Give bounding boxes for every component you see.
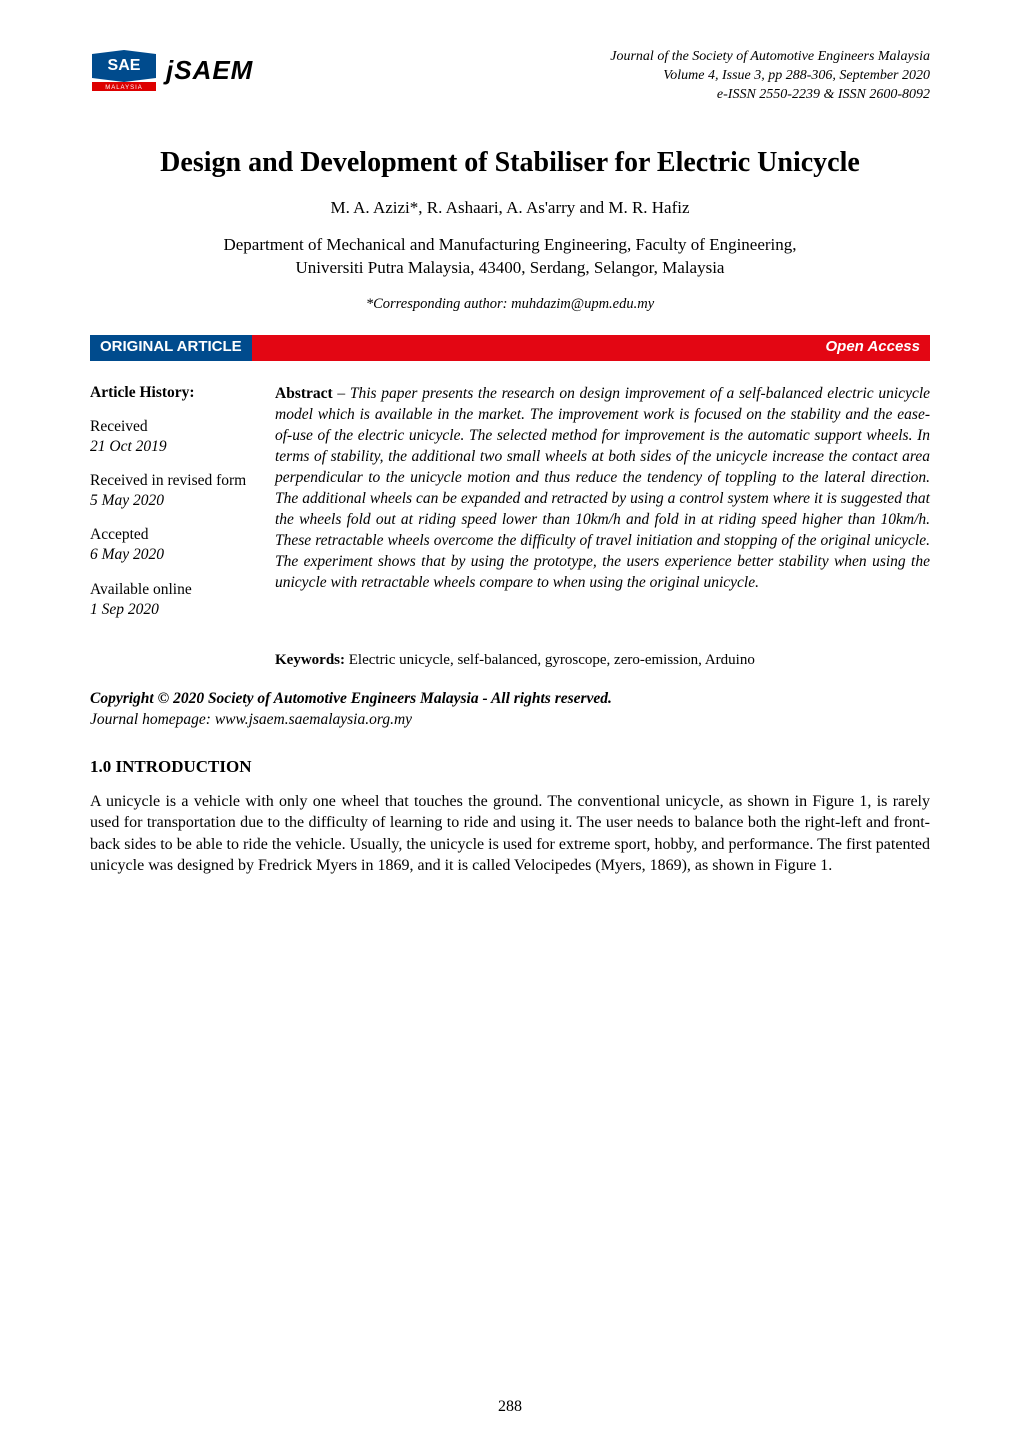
keywords-line: Keywords: Electric unicycle, self-balanc…	[275, 652, 930, 669]
abstract-label: Abstract	[275, 385, 333, 402]
affiliation-line-2: Universiti Putra Malaysia, 43400, Serdan…	[296, 258, 725, 277]
article-type-label: ORIGINAL ARTICLE	[90, 335, 252, 361]
history-date: 6 May 2020	[90, 545, 255, 565]
sae-logo-icon: SAE MALAYSIA	[90, 48, 158, 92]
page-header: SAE MALAYSIA jSAEM Journal of the Societ…	[90, 48, 930, 105]
history-item-received: Received 21 Oct 2019	[90, 417, 255, 457]
article-type-stripe: ORIGINAL ARTICLE Open Access	[90, 335, 930, 361]
journal-name: Journal of the Society of Automotive Eng…	[610, 48, 930, 67]
svg-text:SAE: SAE	[108, 57, 141, 74]
paper-title: Design and Development of Stabiliser for…	[90, 145, 930, 180]
authors-line: M. A. Azizi*, R. Ashaari, A. As'arry and…	[90, 198, 930, 218]
journal-meta: Journal of the Society of Automotive Eng…	[610, 48, 930, 105]
open-access-label: Open Access	[252, 335, 930, 361]
history-date: 21 Oct 2019	[90, 437, 255, 457]
journal-issue: Volume 4, Issue 3, pp 288-306, September…	[610, 67, 930, 86]
history-label: Received in revised form	[90, 471, 255, 491]
intro-paragraph: A unicycle is a vehicle with only one wh…	[90, 791, 930, 877]
journal-issn: e-ISSN 2550-2239 & ISSN 2600-8092	[610, 86, 930, 105]
affiliation: Department of Mechanical and Manufacturi…	[90, 234, 930, 280]
history-date: 5 May 2020	[90, 491, 255, 511]
history-item-accepted: Accepted 6 May 2020	[90, 525, 255, 565]
keywords-label: Keywords:	[275, 652, 345, 668]
history-date: 1 Sep 2020	[90, 600, 255, 620]
history-label: Received	[90, 417, 255, 437]
history-item-revised: Received in revised form 5 May 2020	[90, 471, 255, 511]
corresponding-author: *Corresponding author: muhdazim@upm.edu.…	[90, 296, 930, 313]
malaysia-bar-text: MALAYSIA	[105, 85, 143, 91]
keywords-text: Electric unicycle, self-balanced, gyrosc…	[345, 652, 755, 668]
jsaem-logo-text: jSAEM	[166, 55, 253, 86]
copyright-block: Copyright © 2020 Society of Automotive E…	[90, 689, 930, 731]
page-number: 288	[0, 1398, 1020, 1416]
affiliation-line-1: Department of Mechanical and Manufacturi…	[223, 235, 796, 254]
history-heading: Article History:	[90, 383, 255, 403]
abstract-text: This paper presents the research on desi…	[275, 385, 930, 592]
history-label: Available online	[90, 580, 255, 600]
history-abstract-row: Article History: Received 21 Oct 2019 Re…	[90, 383, 930, 634]
section-heading-intro: 1.0 INTRODUCTION	[90, 757, 930, 777]
abstract-block: Abstract – This paper presents the resea…	[275, 383, 930, 634]
article-history: Article History: Received 21 Oct 2019 Re…	[90, 383, 255, 634]
abstract-dash: –	[333, 385, 350, 402]
journal-homepage: Journal homepage: www.jsaem.saemalaysia.…	[90, 711, 412, 728]
copyright-bold: Copyright © 2020 Society of Automotive E…	[90, 690, 612, 707]
history-label: Accepted	[90, 525, 255, 545]
logo-block: SAE MALAYSIA jSAEM	[90, 48, 253, 92]
history-item-online: Available online 1 Sep 2020	[90, 580, 255, 620]
